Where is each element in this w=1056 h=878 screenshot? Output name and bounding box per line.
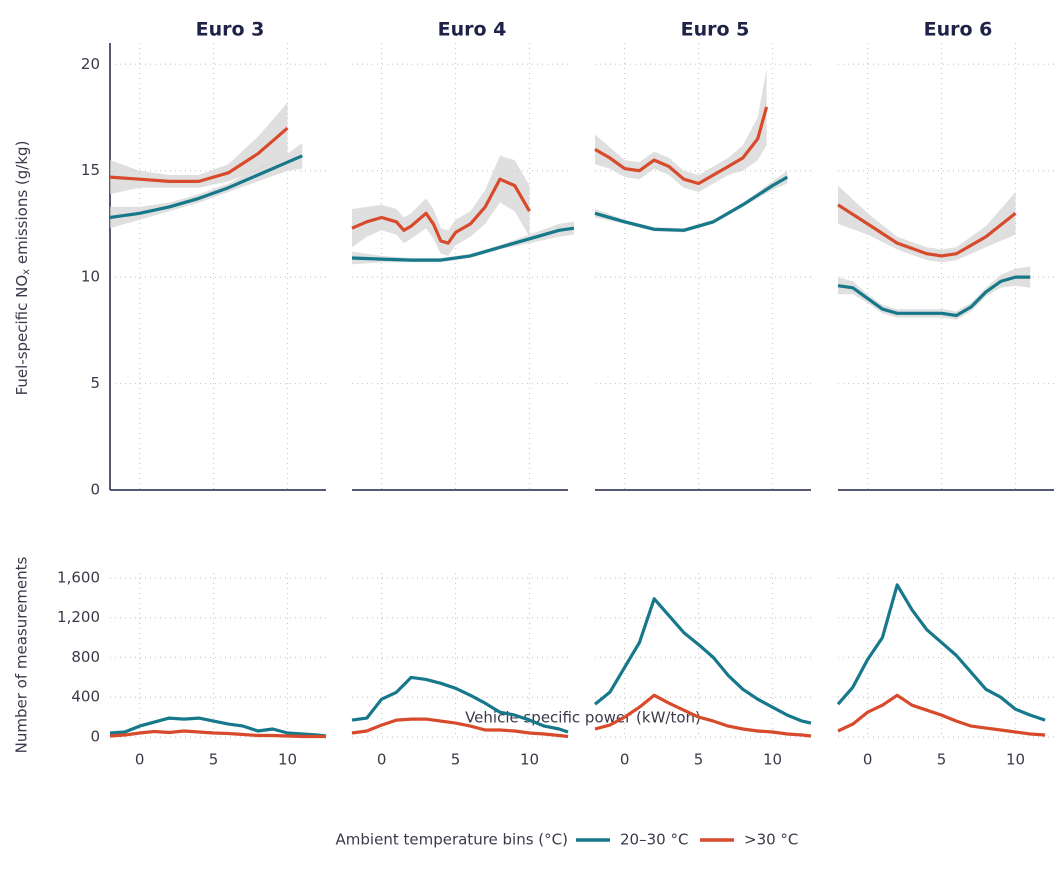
y-tick-label: 800 [71, 648, 100, 666]
series-line [837, 203, 1017, 258]
series-line [593, 597, 812, 725]
y-title-part: Fuel-specific NO [13, 275, 31, 396]
panel-title: Euro 6 [924, 19, 993, 41]
confidence-band [110, 143, 303, 229]
x-tick-label: 5 [451, 751, 461, 769]
series-line [594, 175, 789, 232]
y-tick-label: 1,600 [57, 568, 100, 586]
x-tick-label: 5 [694, 751, 704, 769]
x-tick-label: 0 [620, 751, 630, 769]
legend-label: 20–30 °C [620, 831, 688, 849]
series-line [351, 675, 569, 734]
y-tick-label: 0 [90, 481, 100, 499]
y-tick-label: 5 [90, 374, 100, 392]
panel-title: Euro 5 [681, 19, 750, 41]
series-line [351, 177, 531, 245]
y-tick-label: 10 [81, 268, 100, 286]
series-line [594, 106, 769, 186]
x-tick-label: 5 [937, 751, 947, 769]
confidence-band [838, 266, 1031, 320]
y-axis-title-bottom: Number of measurements [13, 556, 31, 753]
x-tick-label: 0 [135, 751, 145, 769]
y-axis-title-top: Fuel-specific NOx emissions (g/kg) [13, 141, 33, 396]
legend-label: >30 °C [744, 831, 798, 849]
panel-title: Euro 4 [438, 19, 507, 41]
confidence-band [595, 68, 767, 192]
y-tick-label: 0 [90, 728, 100, 746]
x-tick-label: 0 [377, 751, 387, 769]
series-line [837, 693, 1046, 737]
x-tick-label: 10 [1006, 751, 1025, 769]
confidence-band [838, 185, 1016, 263]
series-line [109, 716, 327, 738]
series-line [109, 729, 326, 739]
series-line [351, 717, 569, 739]
y-title-part: emissions (g/kg) [13, 141, 31, 269]
y-tick-label: 400 [71, 688, 100, 706]
x-tick-label: 10 [520, 751, 539, 769]
legend-title: Ambient temperature bins (°C) [336, 831, 568, 849]
y-title-subscript: x [21, 269, 32, 275]
series-line [351, 226, 575, 262]
series-line [109, 154, 303, 220]
confidence-band [352, 155, 530, 256]
x-axis-title: Vehicle specific power (kW/ton) [465, 709, 701, 727]
y-tick-label: 20 [81, 55, 100, 73]
x-tick-label: 10 [278, 751, 297, 769]
series-line [836, 583, 1046, 722]
series-line [594, 693, 812, 738]
y-tick-label: 1,200 [57, 608, 100, 626]
series-line [109, 126, 289, 183]
y-tick-label: 15 [81, 161, 100, 179]
x-tick-label: 0 [863, 751, 873, 769]
x-tick-label: 5 [209, 751, 219, 769]
x-tick-label: 10 [763, 751, 782, 769]
series-line [837, 275, 1031, 318]
panel-title: Euro 3 [196, 19, 265, 41]
confidence-band [110, 102, 288, 195]
